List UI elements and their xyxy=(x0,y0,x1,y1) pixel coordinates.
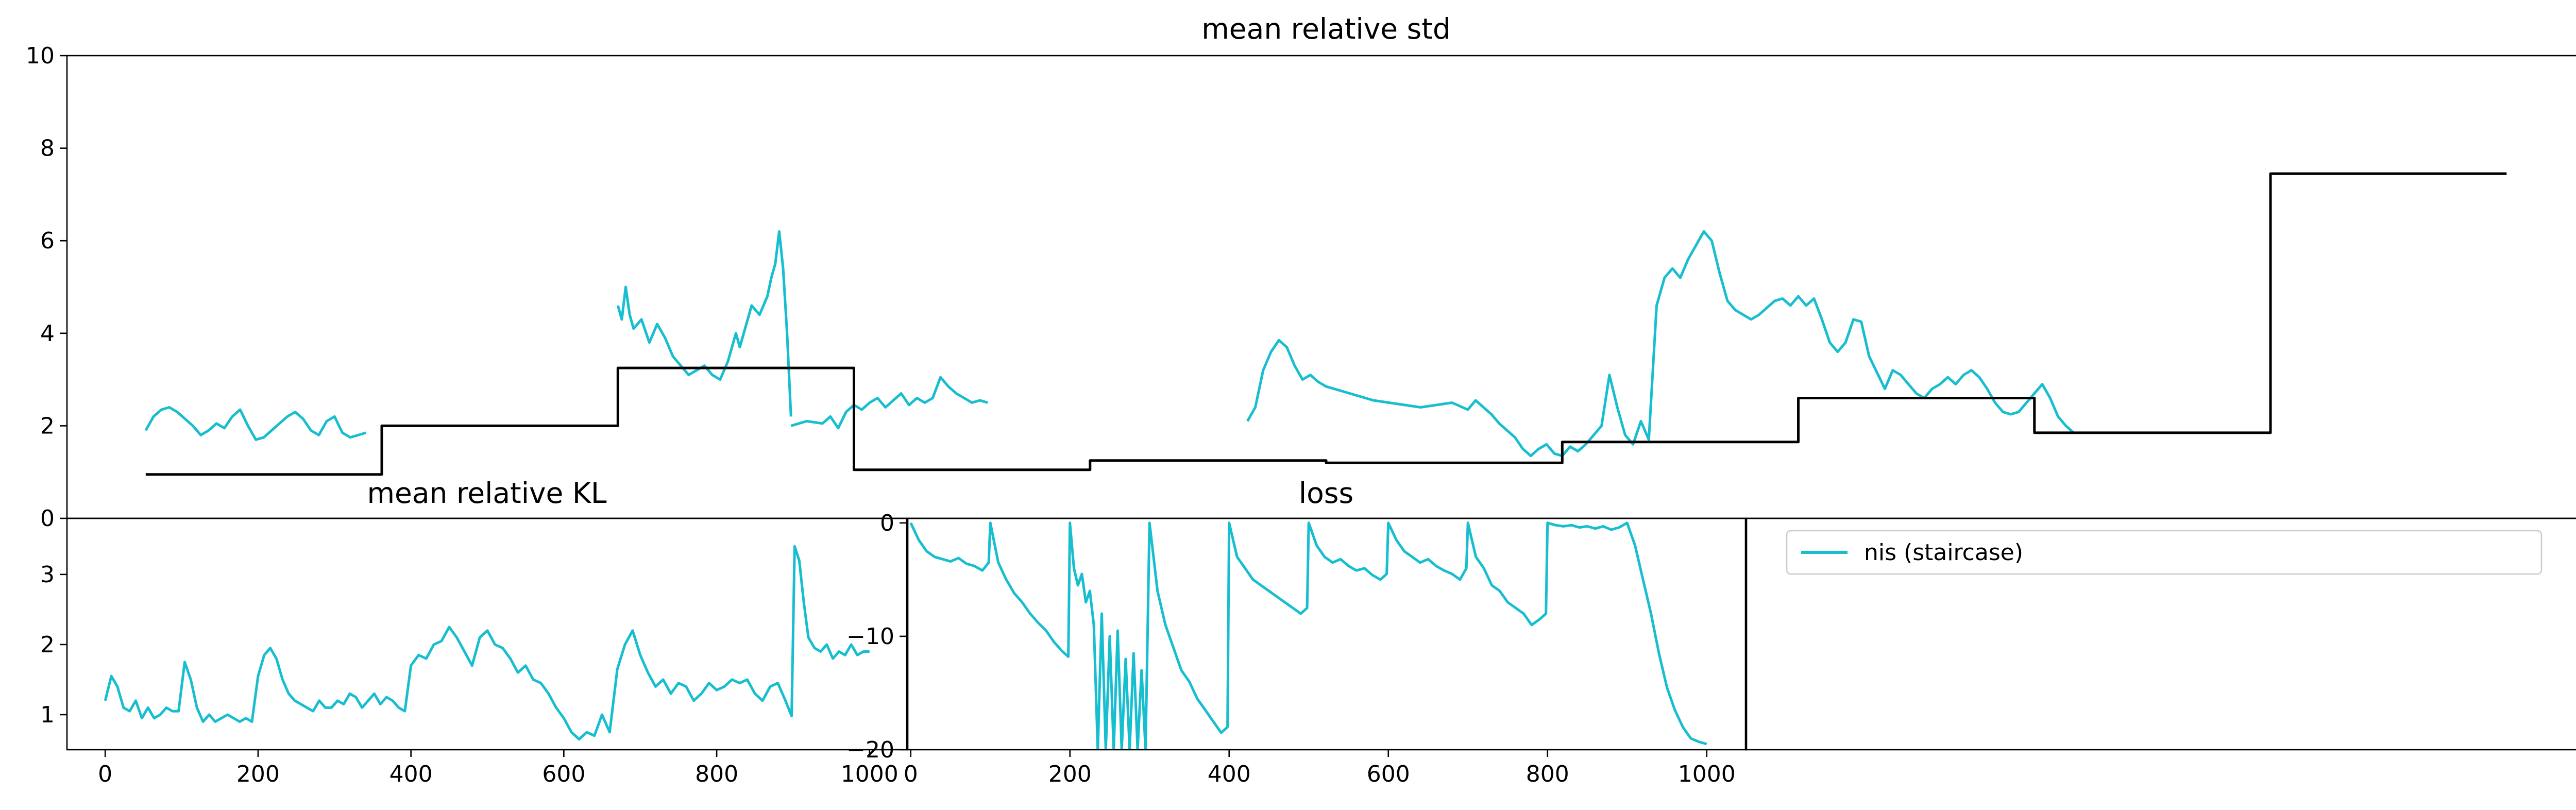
kl-x-tick-label: 0 xyxy=(98,761,112,787)
std-y-tick-label: 4 xyxy=(40,320,55,347)
std-series-line-segment xyxy=(790,376,988,430)
loss-x-tick-label: 400 xyxy=(1208,761,1251,787)
kl-series-line xyxy=(104,545,870,741)
loss-x-tick-label: 600 xyxy=(1367,761,1410,787)
kl-x-tick-label: 1000 xyxy=(841,761,899,787)
legend-panel-frame xyxy=(1744,517,2576,751)
loss-plot: loss 0 −10 −20 0 200 400 600 800 1000 xyxy=(846,477,1748,787)
loss-y-tick-label: 0 xyxy=(880,510,894,536)
std-title: mean relative std xyxy=(1201,12,1451,45)
kl-y-tick-label: 3 xyxy=(40,562,55,588)
std-staircase-line xyxy=(145,172,2507,476)
std-y-tick-label: 2 xyxy=(40,413,55,439)
kl-x-tick-label: 800 xyxy=(695,761,738,787)
std-y-tick-label: 10 xyxy=(26,43,55,69)
loss-x-tick-label: 200 xyxy=(1048,761,1092,787)
kl-series xyxy=(104,545,870,741)
std-series-line-segment xyxy=(1246,230,2075,458)
std-series-line-segment xyxy=(616,230,792,417)
kl-axes-frame xyxy=(66,517,909,751)
loss-title: loss xyxy=(1299,477,1353,510)
std-y-tick-label: 8 xyxy=(40,136,55,162)
loss-x-ticks: 0 200 400 600 800 1000 xyxy=(904,750,1736,787)
loss-x-tick-label: 1000 xyxy=(1678,761,1736,787)
loss-y-tick-label: −10 xyxy=(846,623,894,650)
loss-x-tick-label: 800 xyxy=(1526,761,1569,787)
std-series xyxy=(144,172,2507,476)
kl-y-tick-label: 1 xyxy=(40,702,55,728)
std-y-tick-label: 6 xyxy=(40,228,55,254)
std-series-line-segment xyxy=(144,406,367,441)
std-y-tick-label: 0 xyxy=(40,505,55,532)
loss-y-ticks: 0 −10 −20 xyxy=(846,510,907,763)
std-y-ticks: 0 2 4 6 8 10 xyxy=(26,43,67,532)
kl-y-tick-label: 2 xyxy=(40,632,55,658)
std-plot: mean relative std 0 2 4 6 8 10 xyxy=(26,12,2576,532)
loss-axes-frame xyxy=(906,517,1748,751)
kl-title: mean relative KL xyxy=(367,477,606,510)
kl-x-tick-label: 400 xyxy=(389,761,433,787)
kl-plot: mean relative KL 1 2 3 0 200 400 600 800 1000 xyxy=(40,477,909,787)
legend-label: nis (staircase) xyxy=(1864,539,2023,566)
kl-y-ticks: 1 2 3 xyxy=(40,562,67,728)
kl-x-tick-label: 200 xyxy=(236,761,280,787)
legend-panel: nis (staircase) xyxy=(1744,517,2576,751)
loss-series-line xyxy=(909,521,1707,750)
loss-series xyxy=(909,521,1707,750)
loss-y-tick-label: −20 xyxy=(846,737,894,763)
loss-x-tick-label: 0 xyxy=(904,761,918,787)
kl-x-ticks: 0 200 400 600 800 1000 xyxy=(98,750,899,787)
legend-box xyxy=(1786,530,2543,575)
kl-x-tick-label: 600 xyxy=(542,761,585,787)
